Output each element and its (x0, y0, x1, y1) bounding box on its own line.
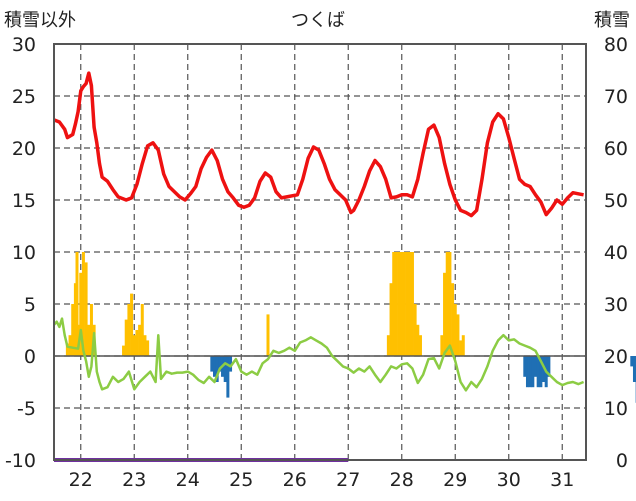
sunshine-bar (140, 304, 144, 356)
sunshine-bar (410, 252, 414, 356)
precip-bar (223, 356, 227, 382)
sunshine-bar (400, 252, 404, 356)
sunshine-bar (89, 304, 93, 356)
y-left-tick-label: 15 (12, 190, 36, 212)
precip-bar (547, 356, 551, 377)
y-left-tick-label: 25 (12, 86, 36, 108)
sunshine-bar (79, 272, 83, 356)
y-right-tick-label: 10 (604, 398, 628, 420)
sunshine-bar (122, 345, 126, 356)
y-right-tick-label: 60 (604, 138, 628, 160)
sunshine-bar (456, 314, 460, 356)
x-tick-label: 26 (283, 469, 307, 491)
sunshine-bar (127, 304, 131, 356)
y-right-tick-label: 40 (604, 242, 628, 264)
right-axis-header: 積雪 (594, 10, 630, 31)
precip-bar (531, 356, 535, 388)
y-right-tick-label: 70 (604, 86, 628, 108)
x-tick-label: 27 (336, 469, 360, 491)
sunshine-bar (87, 324, 91, 356)
precip-bar (630, 356, 634, 367)
y-right-tick-label: 50 (604, 190, 628, 212)
sunshine-bar (132, 335, 136, 356)
sunshine-bar (413, 304, 417, 356)
precip-bar (210, 356, 214, 372)
sunshine-bar (448, 252, 452, 356)
temperature-line (53, 71, 584, 218)
sunshine-bar (124, 319, 128, 356)
secondary-line (53, 317, 585, 392)
x-tick-label: 23 (122, 469, 146, 491)
sunshine-bar (451, 283, 455, 356)
sunshine-bar (459, 340, 463, 356)
precip-bar (536, 356, 540, 388)
y-left-tick-label: 30 (12, 34, 36, 56)
y-right-tick-label: 80 (604, 34, 628, 56)
sunshine-bar (461, 335, 465, 356)
sunshine-bar (84, 262, 88, 356)
x-tick-label: 24 (176, 469, 200, 491)
sunshine-bar (389, 283, 393, 356)
sunshine-bar (65, 343, 69, 356)
precip-bar (534, 356, 537, 377)
precip-bar (226, 356, 230, 398)
precip-bar (229, 356, 233, 372)
sunshine-bar (443, 272, 447, 356)
y-right-tick-label: 0 (616, 450, 628, 472)
sunshine-bar (408, 252, 412, 356)
sunshine-bar (453, 304, 457, 356)
left-axis-header: 積雪以外 (4, 10, 76, 31)
sunshine-bar (392, 252, 396, 356)
precip-bar (528, 356, 532, 388)
precip-bar (215, 356, 219, 382)
sunshine-bar (266, 314, 270, 356)
precip-bar (523, 356, 527, 377)
x-tick-label: 29 (443, 469, 467, 491)
sunshine-bar (402, 252, 406, 356)
precip-bar (218, 356, 222, 372)
chart-title: つくば (291, 10, 345, 31)
x-tick-label: 31 (550, 469, 574, 491)
y-left-tick-label: 0 (24, 346, 36, 368)
precip-bar (525, 356, 529, 388)
x-tick-label: 22 (69, 469, 93, 491)
sunshine-bar (138, 324, 142, 356)
y-left-tick-label: 20 (12, 138, 36, 160)
x-tick-label: 28 (390, 469, 414, 491)
sunshine-bar (445, 252, 449, 356)
y-left-tick-label: 10 (12, 242, 36, 264)
sunshine-bar (394, 252, 398, 356)
sunshine-bar (405, 252, 409, 356)
sunshine-bar (143, 335, 147, 356)
sunshine-bar (75, 252, 79, 356)
sunshine-bar (397, 252, 401, 356)
sunshine-bar (68, 335, 72, 356)
x-tick-label: 30 (497, 469, 521, 491)
y-left-tick-label: 5 (24, 294, 36, 316)
sunshine-bar (73, 283, 77, 356)
plot-frame (53, 43, 587, 461)
sunshine-bar (418, 335, 422, 356)
sunshine-bar (130, 293, 134, 356)
y-left-tick-label: -10 (5, 450, 36, 472)
x-tick-label: 25 (229, 469, 253, 491)
y-right-tick-label: 20 (604, 346, 628, 368)
sunshine-bar (416, 324, 420, 356)
precip-bar (213, 356, 216, 377)
precip-bar (539, 356, 543, 388)
y-right-tick-label: 30 (604, 294, 628, 316)
sunshine-bar (440, 335, 444, 356)
sunshine-bar (81, 252, 85, 356)
precip-bar (632, 356, 636, 382)
sunshine-bar (386, 335, 390, 356)
sunshine-bar (71, 304, 75, 356)
sunshine-bar (135, 330, 139, 356)
sunshine-bar (146, 340, 150, 356)
y-left-tick-label: -5 (17, 398, 36, 420)
